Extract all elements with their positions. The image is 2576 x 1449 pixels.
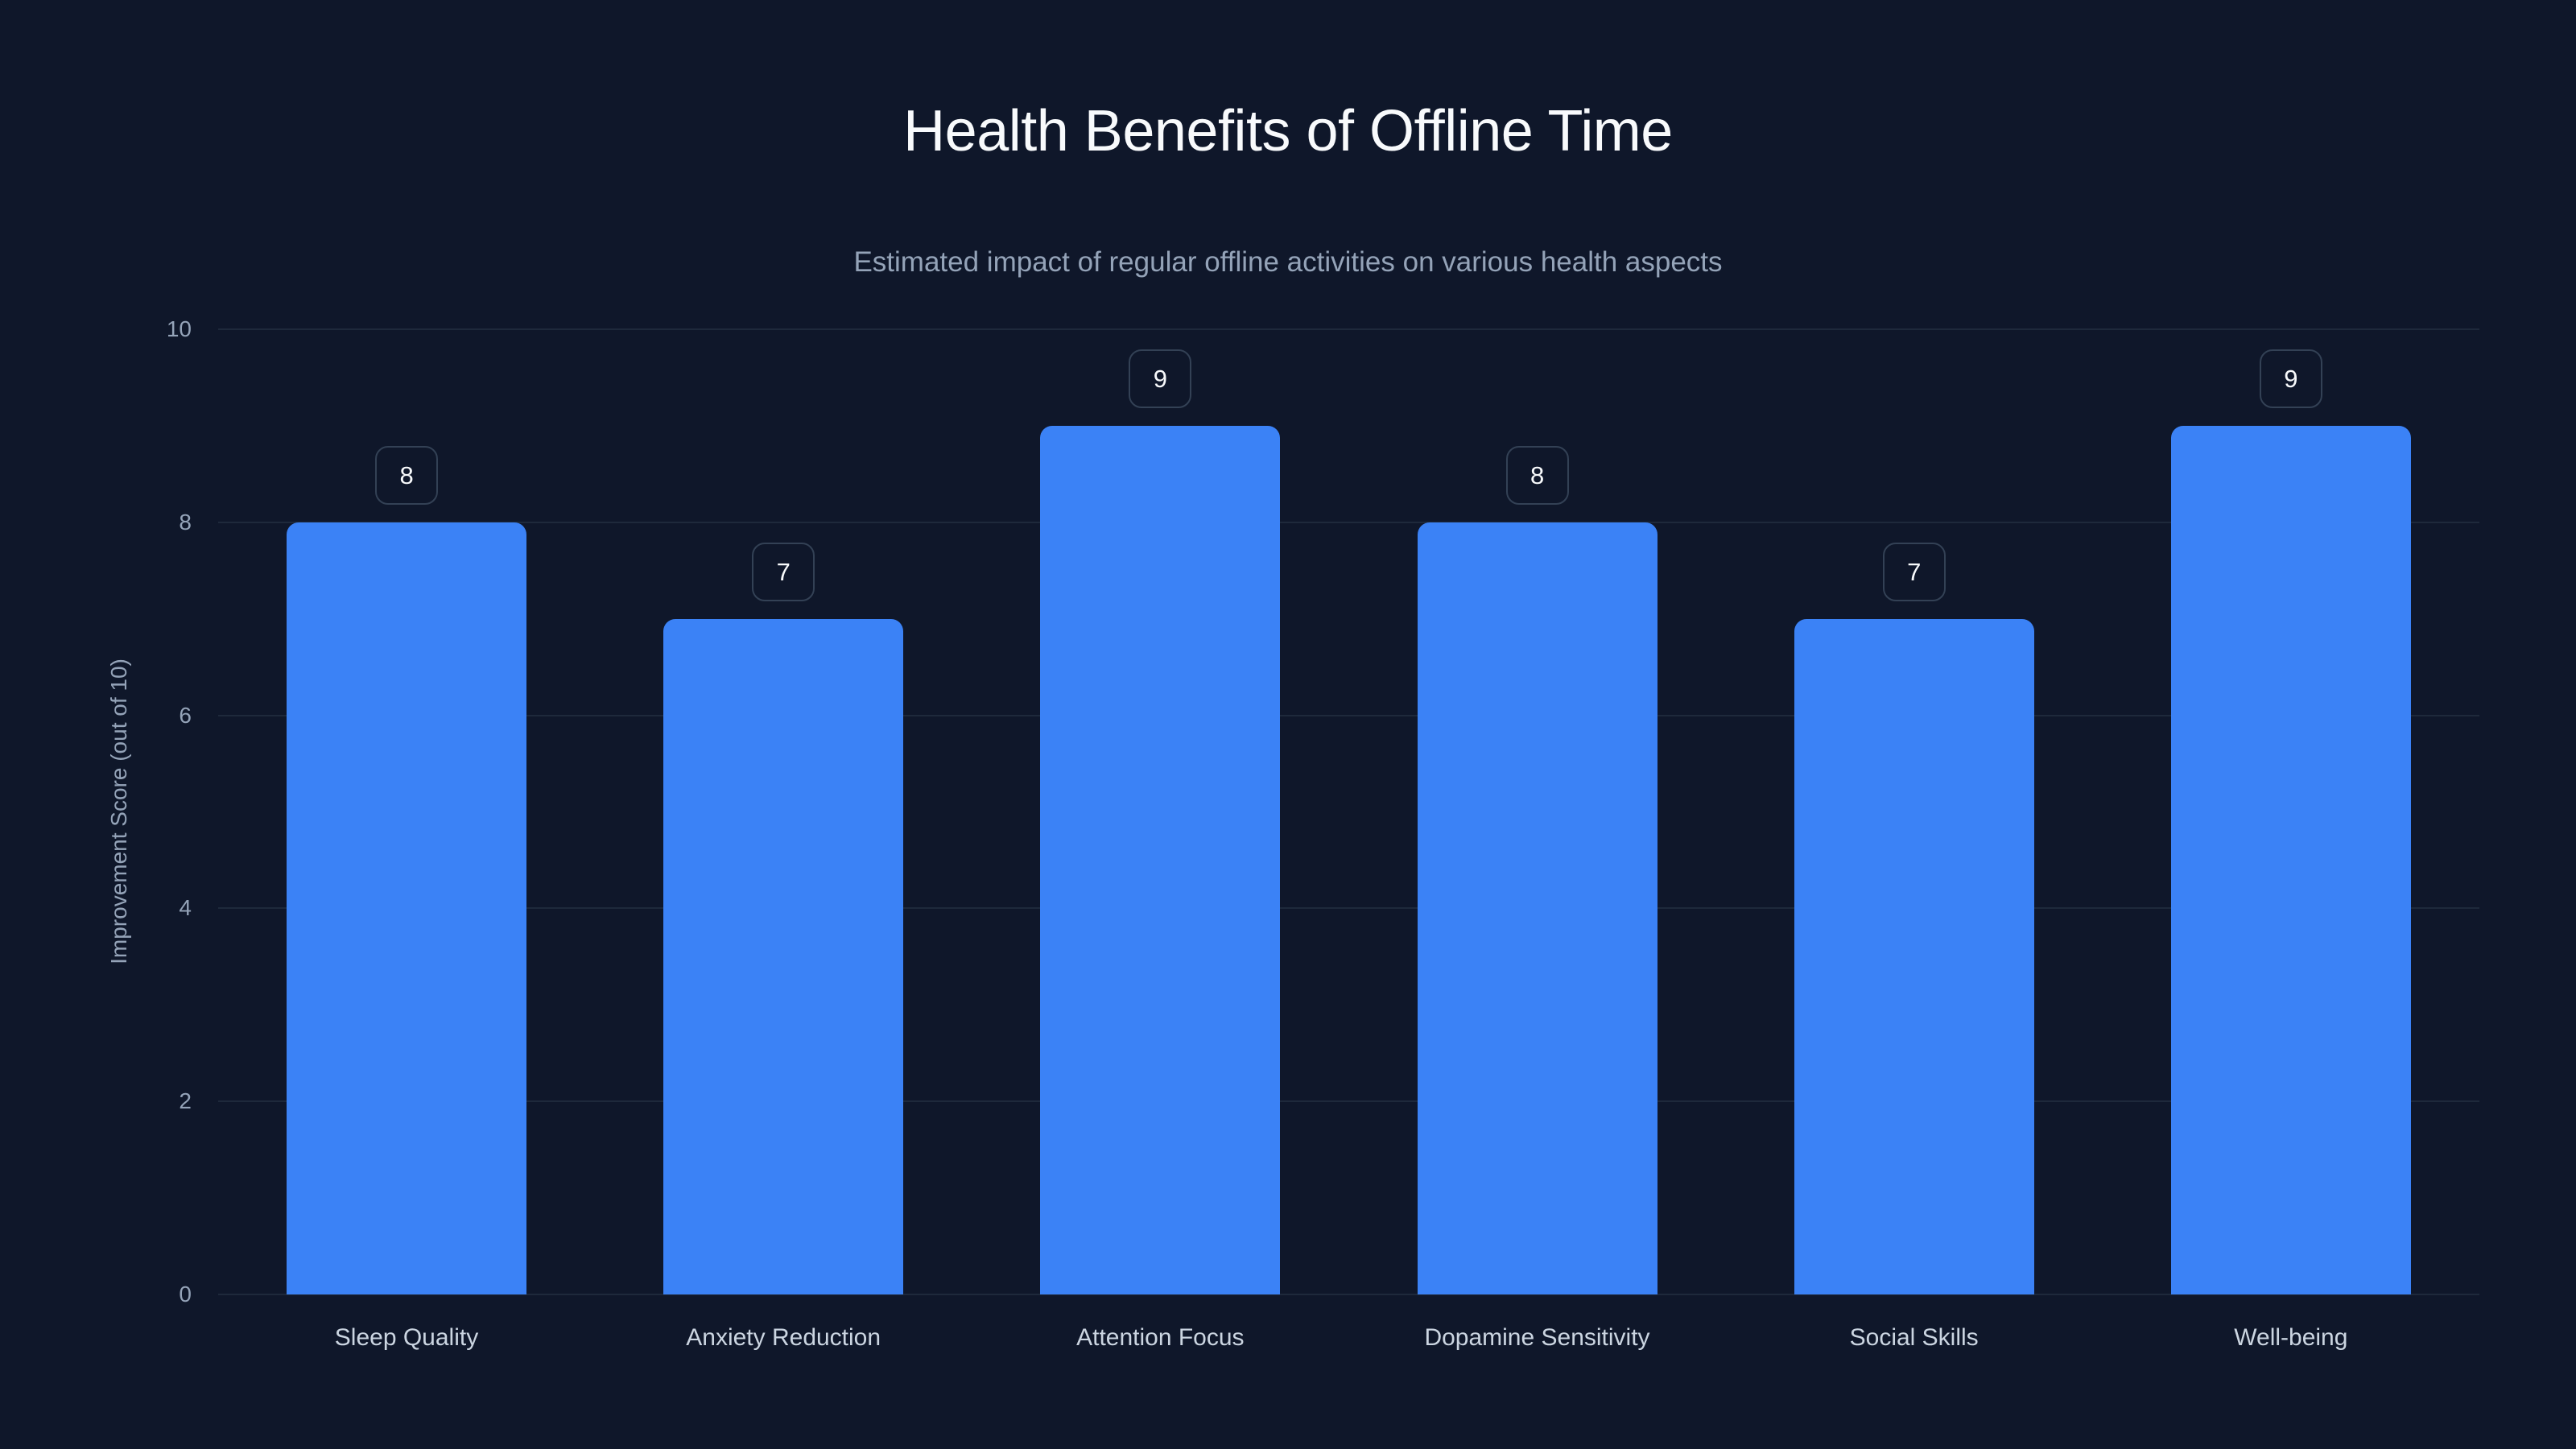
gridline (218, 1294, 2479, 1295)
value-label: 9 (2259, 349, 2322, 408)
x-tick-label: Social Skills (1849, 1324, 1979, 1351)
bar[interactable] (2170, 425, 2411, 1294)
bar[interactable] (1040, 425, 1281, 1294)
y-tick-label: 4 (179, 895, 192, 921)
x-tick-label: Dopamine Sensitivity (1424, 1324, 1650, 1351)
plot-area: 8 7 9 8 7 9 (218, 328, 2479, 1295)
gridline (218, 1100, 2479, 1103)
value-label: 8 (375, 445, 439, 505)
x-tick-label: Sleep Quality (334, 1324, 479, 1351)
y-tick-label: 8 (179, 509, 192, 535)
value-label: 7 (1882, 542, 1946, 601)
gridline (218, 714, 2479, 716)
x-tick-label: Well-being (2234, 1324, 2348, 1351)
y-tick-label: 2 (179, 1088, 192, 1114)
chart-title: Health Benefits of Offline Time (903, 99, 1673, 163)
x-tick-label: Anxiety Reduction (686, 1324, 881, 1351)
bar[interactable] (1794, 618, 2034, 1294)
bar[interactable] (663, 618, 904, 1294)
y-tick-label: 0 (179, 1282, 192, 1307)
y-tick-label: 6 (179, 702, 192, 728)
bar[interactable] (287, 522, 527, 1294)
chart-subtitle: Estimated impact of regular offline acti… (853, 246, 1723, 278)
value-label: 9 (1129, 349, 1192, 408)
gridline (218, 907, 2479, 910)
value-label: 7 (752, 542, 815, 601)
gridline (218, 521, 2479, 523)
x-tick-label: Attention Focus (1076, 1324, 1245, 1351)
value-label: 8 (1505, 445, 1569, 505)
y-tick-label: 10 (166, 316, 192, 341)
bar[interactable] (1417, 522, 1657, 1294)
gridline (218, 328, 2479, 330)
